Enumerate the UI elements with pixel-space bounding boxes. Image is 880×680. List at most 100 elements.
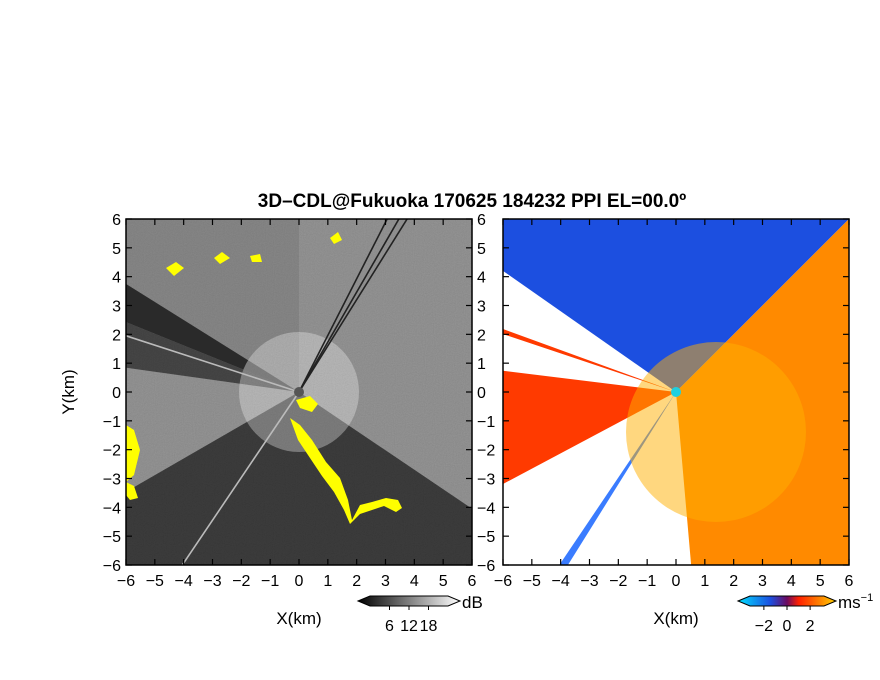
colorbar-gray-unit: dB <box>462 593 483 612</box>
y-tick-label: 4 <box>112 270 121 287</box>
colorbar-gray <box>356 595 462 607</box>
x-tick-label: −4 <box>552 573 570 590</box>
x-tick-label: −3 <box>580 573 598 590</box>
doppler-panel: −6 −5 −4 −3 −2 −1 0 1 2 3 4 5 6 X(km) ms−1 −2 0 2 <box>494 218 873 635</box>
y-tick-label: −1 <box>103 414 121 431</box>
colorbar-doppler <box>736 595 838 607</box>
y-tick-label-right: 6 <box>477 212 486 229</box>
x-tick-label: 5 <box>816 573 825 590</box>
y-tick-label: 3 <box>112 299 121 316</box>
x-tick-label: 5 <box>439 573 448 590</box>
echo-left-edge-1 <box>126 425 140 482</box>
y-tick-label-right: 5 <box>477 241 486 258</box>
colorbar-tick-label: 2 <box>806 618 815 635</box>
echo-near-radar <box>296 396 318 412</box>
y-tick-label: −3 <box>103 472 121 489</box>
colorbar-tick-label: 0 <box>783 618 792 635</box>
y-tick-label-right: −4 <box>477 500 495 517</box>
reflectivity-panel: −6 −5 −4 −3 −2 −1 0 1 2 3 4 5 6−6 −6−5 −5−4 −4−3 −3−2 −2−… <box>59 212 496 635</box>
reflectivity-x-label: X(km) <box>276 609 321 628</box>
doppler-colorbar: ms−1 −2 0 2 <box>736 592 873 635</box>
x-tick-label: 3 <box>758 573 767 590</box>
reflectivity-beam-line <box>298 219 400 393</box>
x-tick-label: −5 <box>146 573 164 590</box>
x-tick-label: 0 <box>295 573 304 590</box>
x-tick-label: 3 <box>381 573 390 590</box>
x-tick-label: 0 <box>672 573 681 590</box>
colorbar-tick-label: 12 <box>400 618 418 635</box>
x-tick-label: −2 <box>609 573 627 590</box>
reflectivity-beam-line <box>298 219 389 393</box>
y-tick-label-right: 3 <box>477 299 486 316</box>
reflectivity-beam-lines <box>126 219 409 565</box>
colorbar-doppler-unit: ms−1 <box>838 592 873 612</box>
y-tick-label: −4 <box>103 500 121 517</box>
x-tick-label: −6 <box>494 573 512 590</box>
y-tick-label: 2 <box>112 327 121 344</box>
x-tick-label: 1 <box>700 573 709 590</box>
doppler-radar-center-marker <box>671 387 681 397</box>
echo-top-2 <box>214 252 230 264</box>
reflectivity-beam-line <box>298 219 409 393</box>
colorbar-tick-label: 6 <box>385 618 394 635</box>
y-tick-label-right: −2 <box>477 443 495 460</box>
echo-top-1 <box>166 262 184 276</box>
colorbar-gray-ticks: 6 12 18 <box>385 606 438 635</box>
x-tick-label: −1 <box>261 573 279 590</box>
echo-left-edge-2 <box>126 482 138 500</box>
x-tick-label: −1 <box>638 573 656 590</box>
reflectivity-sector <box>299 219 472 509</box>
y-tick-label-right: 0 <box>477 385 486 402</box>
x-tick-label: 6 <box>845 573 854 590</box>
figure-title: 3D–CDL@Fukuoka 170625 184232 PPI EL=00.0… <box>258 191 686 212</box>
y-tick-label-right: −3 <box>477 472 495 489</box>
y-tick-label-right: 1 <box>477 356 486 373</box>
reflectivity-echo-highlights <box>126 232 402 524</box>
reflectivity-sectors <box>126 219 472 565</box>
doppler-axes: −6 −5 −4 −3 −2 −1 0 1 2 3 4 5 6 <box>494 218 854 590</box>
echo-edge-lower <box>290 418 402 524</box>
x-tick-label: 2 <box>729 573 738 590</box>
y-tick-label: 5 <box>112 241 121 258</box>
x-tick-label: 4 <box>410 573 419 590</box>
doppler-sector <box>503 329 676 392</box>
y-tick-label-right: −6 <box>477 558 495 575</box>
radar-center-marker <box>294 387 304 397</box>
x-tick-label: −4 <box>175 573 193 590</box>
doppler-x-label: X(km) <box>653 609 698 628</box>
y-tick-label: 0 <box>112 385 121 402</box>
colorbar-doppler-ticks: −2 0 2 <box>755 606 815 635</box>
reflectivity-sector <box>126 219 299 392</box>
reflectivity-axes: −6 −5 −4 −3 −2 −1 0 1 2 3 4 5 6−6 −6−5 −5−4 −4−3 −3−2 −2−… <box>103 212 496 590</box>
reflectivity-colorbar: dB 6 12 18 <box>356 593 483 635</box>
x-tick-label: 6 <box>468 573 477 590</box>
colorbar-tick-label: 18 <box>420 618 438 635</box>
doppler-sector <box>503 219 849 392</box>
doppler-near-field <box>626 342 806 522</box>
x-tick-label: 2 <box>352 573 361 590</box>
echo-top-3 <box>250 254 262 262</box>
y-tick-label: 6 <box>112 212 121 229</box>
reflectivity-beam-line <box>126 334 300 393</box>
doppler-sectors <box>503 219 849 565</box>
echo-top-4 <box>330 232 342 244</box>
reflectivity-beam-line <box>181 391 300 565</box>
colorbar-tick-label: −2 <box>755 618 773 635</box>
x-tick-label: 1 <box>323 573 332 590</box>
reflectivity-y-label: Y(km) <box>59 369 78 414</box>
x-tick-label: 4 <box>787 573 796 590</box>
y-tick-label-right: −1 <box>477 414 495 431</box>
x-tick-label: −3 <box>203 573 221 590</box>
reflectivity-sector <box>126 392 472 565</box>
x-tick-label: −2 <box>232 573 250 590</box>
y-tick-label: −6 <box>103 558 121 575</box>
y-tick-label: −2 <box>103 443 121 460</box>
y-tick-label: 1 <box>112 356 121 373</box>
y-tick-label-right: 4 <box>477 270 486 287</box>
y-tick-label-right: 2 <box>477 327 486 344</box>
x-tick-label: −6 <box>117 573 135 590</box>
y-tick-label: −5 <box>103 529 121 546</box>
y-tick-label-right: −5 <box>477 529 495 546</box>
x-tick-label: −5 <box>523 573 541 590</box>
